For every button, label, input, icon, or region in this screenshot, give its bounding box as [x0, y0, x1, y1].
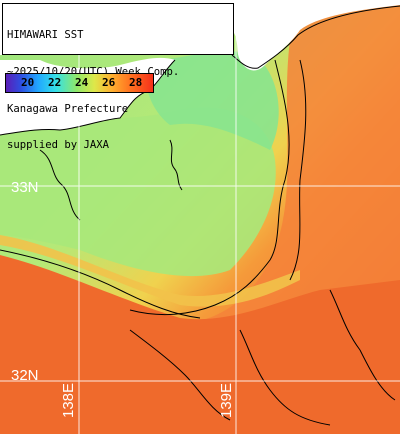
lon-label-138: 138E: [60, 382, 77, 418]
sst-contours: [0, 5, 400, 426]
title-box: HIMAWARI SST ~2025/10/20(UTC) Week Comp.…: [2, 3, 234, 151]
lon-label-139: 139E: [218, 382, 235, 418]
colorbar-tick-22: 22: [48, 76, 62, 89]
colorbar-tick-24: 24: [75, 76, 89, 89]
cyan-upper-water: [146, 51, 279, 150]
warm-current-south: [0, 255, 400, 434]
temperature-colorbar: 20 22 24 26 28: [5, 73, 154, 93]
warm-current-east: [180, 0, 400, 325]
colorbar-tick-28: 28: [129, 76, 143, 89]
lat-label-32: 32N: [11, 367, 39, 384]
cool-bay-water: [0, 107, 276, 277]
colorbar-tick-20: 20: [21, 76, 35, 89]
title-line-4: supplied by JAXA: [7, 139, 110, 152]
transition-band: [0, 235, 300, 307]
title-line-1: HIMAWARI SST: [7, 29, 84, 42]
title-line-3: Kanagawa Prefecture: [7, 102, 129, 115]
colorbar-tick-26: 26: [102, 76, 116, 89]
lat-label-33: 33N: [11, 179, 39, 196]
